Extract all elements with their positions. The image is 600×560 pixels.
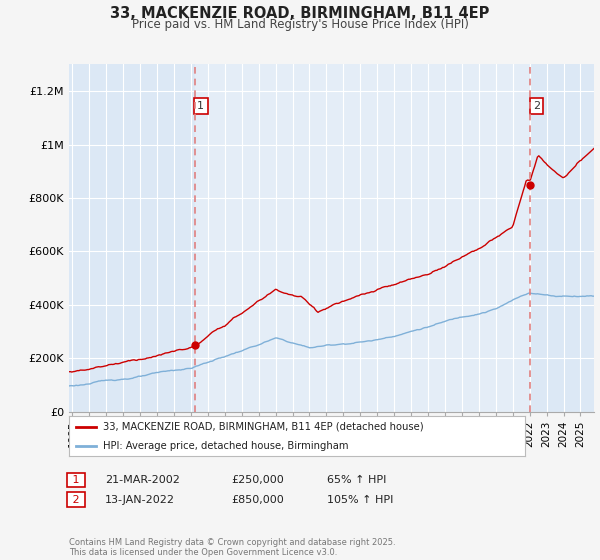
Text: 1: 1 — [197, 101, 204, 111]
Text: 33, MACKENZIE ROAD, BIRMINGHAM, B11 4EP: 33, MACKENZIE ROAD, BIRMINGHAM, B11 4EP — [110, 6, 490, 21]
Text: 1: 1 — [69, 475, 83, 485]
Text: 13-JAN-2022: 13-JAN-2022 — [105, 494, 175, 505]
Text: £850,000: £850,000 — [231, 494, 284, 505]
Text: 105% ↑ HPI: 105% ↑ HPI — [327, 494, 394, 505]
Text: 2: 2 — [533, 101, 540, 111]
Text: 2: 2 — [69, 494, 83, 505]
Text: Price paid vs. HM Land Registry's House Price Index (HPI): Price paid vs. HM Land Registry's House … — [131, 18, 469, 31]
Text: 33, MACKENZIE ROAD, BIRMINGHAM, B11 4EP (detached house): 33, MACKENZIE ROAD, BIRMINGHAM, B11 4EP … — [103, 422, 424, 432]
Text: 21-MAR-2002: 21-MAR-2002 — [105, 475, 180, 485]
Text: Contains HM Land Registry data © Crown copyright and database right 2025.
This d: Contains HM Land Registry data © Crown c… — [69, 538, 395, 557]
Text: 65% ↑ HPI: 65% ↑ HPI — [327, 475, 386, 485]
Bar — [194, 64, 530, 412]
Text: HPI: Average price, detached house, Birmingham: HPI: Average price, detached house, Birm… — [103, 441, 349, 451]
Text: £250,000: £250,000 — [231, 475, 284, 485]
